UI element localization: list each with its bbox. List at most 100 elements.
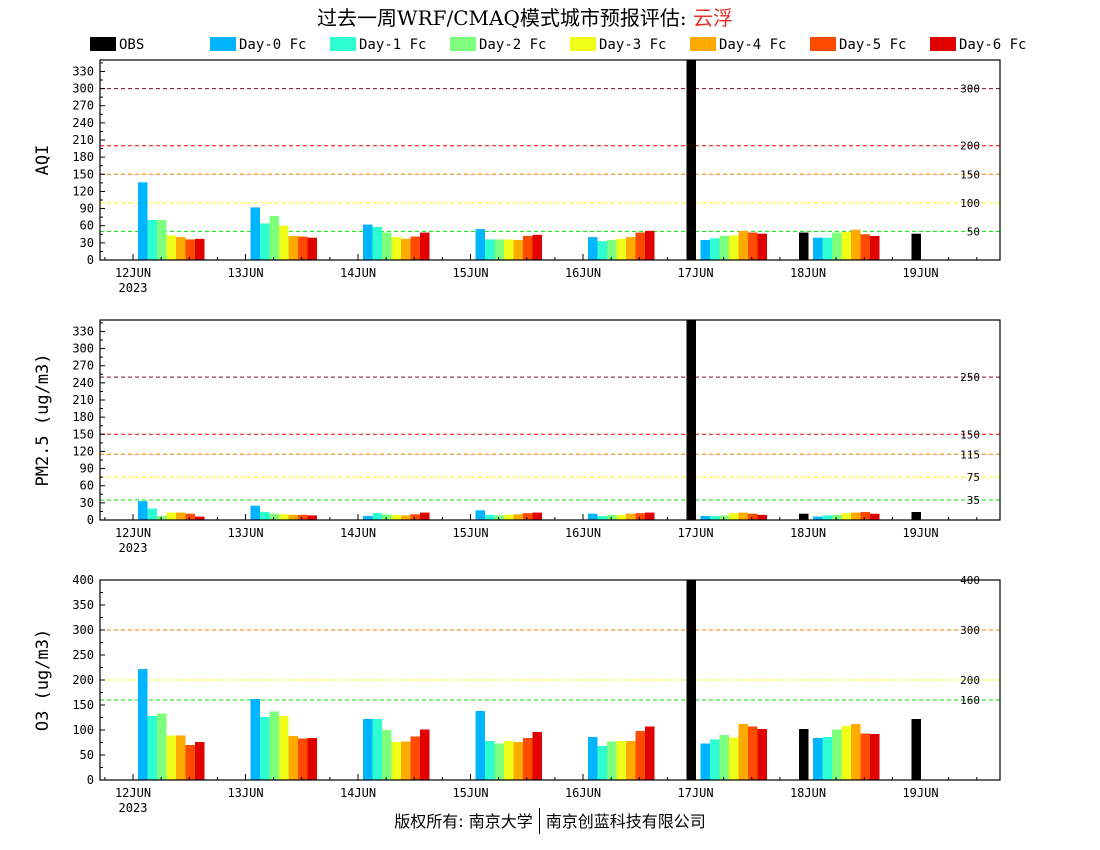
bar-2-5-5 [738, 724, 748, 780]
bar-2-5-3 [513, 742, 523, 780]
bar-0-6-0 [185, 239, 195, 260]
bar-0-7-6 [870, 236, 880, 260]
y-axis-title-1: PM2.5 (ug/m3) [33, 353, 53, 486]
bar-1-3-1 [269, 513, 279, 520]
bar-1-7-5 [757, 514, 767, 520]
bar-1-4-2 [391, 514, 401, 520]
legend-label-6: Day-5 Fc [839, 37, 906, 53]
bar-0-4-1 [279, 225, 289, 260]
bar-2-0-7 [911, 719, 921, 780]
bar-2-6-3 [523, 738, 533, 780]
bar-1-4-1 [279, 514, 289, 520]
bar-0-7-0 [195, 238, 205, 260]
bar-0-5-2 [401, 238, 411, 260]
bar-2-4-1 [279, 716, 289, 780]
bar-1-3-0 [157, 516, 167, 520]
x-tick-label-1-6: 18JUN [790, 526, 826, 540]
legend-label-2: Day-1 Fc [359, 37, 426, 53]
y-tick-label-2-1: 50 [80, 748, 94, 762]
bar-1-6-4 [635, 513, 645, 520]
x-tick-label-1-1: 13JUN [227, 526, 263, 540]
bar-0-2-4 [597, 241, 607, 260]
bar-0-2-1 [260, 223, 270, 260]
bar-2-2-3 [485, 741, 495, 780]
x-tick-label-0-2: 14JUN [340, 266, 376, 280]
bar-2-3-1 [269, 711, 279, 780]
x-tick-label-1-4: 16JUN [565, 526, 601, 540]
bar-2-1-0 [138, 669, 148, 780]
y-axis-title-0: AQI [33, 145, 53, 176]
bar-2-6-4 [635, 731, 645, 780]
bar-2-2-0 [147, 716, 157, 780]
threshold-label-0-3: 100 [960, 197, 980, 210]
y-tick-label-1-6: 180 [72, 410, 94, 424]
y-tick-label-1-9: 270 [72, 359, 94, 373]
x-tick-label-0-3: 15JUN [452, 266, 488, 280]
legend-swatch-7 [930, 37, 956, 51]
bar-0-0-5 [686, 60, 696, 260]
x-tick-label-1-2: 14JUN [340, 526, 376, 540]
x-tick-label-2-5: 17JUN [677, 786, 713, 800]
bar-1-2-5 [710, 516, 720, 520]
bar-0-1-3 [475, 229, 485, 260]
bar-2-4-4 [616, 741, 626, 780]
copyright-left: 版权所有: 南京大学 [394, 812, 533, 831]
bar-1-3-3 [494, 515, 504, 520]
y-tick-label-0-4: 120 [72, 184, 94, 198]
y-axis-title-2: O3 (ug/m3) [33, 629, 53, 731]
x-tick-label-2-4: 16JUN [565, 786, 601, 800]
legend-swatch-5 [690, 37, 716, 51]
bar-2-5-0 [176, 735, 186, 780]
panel-frame-1 [99, 319, 1001, 521]
bar-2-7-3 [532, 732, 542, 780]
y-tick-label-2-6: 300 [72, 623, 94, 637]
bar-1-0-5 [686, 320, 696, 520]
bar-1-7-2 [420, 512, 430, 520]
bar-0-3-4 [607, 240, 617, 260]
bar-2-3-2 [382, 730, 392, 780]
bar-1-1-0 [138, 501, 148, 520]
bar-2-5-1 [288, 736, 298, 780]
bar-0-5-5 [738, 230, 748, 260]
bar-1-3-5 [719, 515, 729, 520]
x-tick-label-0-4: 16JUN [565, 266, 601, 280]
threshold-label-2-2: 200 [960, 674, 980, 687]
y-tick-label-1-5: 150 [72, 427, 94, 441]
x-tick-label-2-7: 19JUN [902, 786, 938, 800]
bar-0-4-4 [616, 238, 626, 260]
legend-label-1: Day-0 Fc [239, 37, 306, 53]
x-tick-label-2-2: 14JUN [340, 786, 376, 800]
bar-2-0-5 [686, 580, 696, 780]
bar-2-1-6 [813, 738, 823, 780]
chart-title: 过去一周WRF/CMAQ模式城市预报评估: 云浮 [0, 2, 1050, 31]
x-tick-label-0-1: 13JUN [227, 266, 263, 280]
bar-0-5-0 [176, 237, 186, 260]
legend-label-5: Day-4 Fc [719, 37, 786, 53]
bar-0-7-2 [420, 232, 430, 260]
bar-2-5-4 [626, 741, 636, 780]
legend-label-4: Day-3 Fc [599, 37, 666, 53]
bar-0-7-3 [532, 234, 542, 260]
bar-1-5-0 [176, 512, 186, 520]
bar-1-7-3 [532, 512, 542, 520]
bar-0-3-6 [832, 232, 842, 260]
bar-1-6-1 [298, 514, 308, 520]
bar-0-3-3 [494, 239, 504, 260]
bar-0-2-0 [147, 220, 157, 260]
bar-0-1-0 [138, 182, 148, 260]
y-tick-label-2-3: 150 [72, 698, 94, 712]
bar-0-1-4 [588, 237, 598, 260]
bar-2-7-5 [757, 729, 767, 780]
x-year-label-2: 2023 [119, 801, 148, 815]
bar-0-2-5 [710, 238, 720, 260]
bar-1-4-3 [504, 514, 514, 520]
bar-1-7-6 [870, 513, 880, 520]
bar-2-2-6 [822, 737, 832, 780]
bar-2-1-5 [700, 743, 710, 780]
bar-0-1-2 [363, 224, 373, 260]
bar-1-6-3 [523, 513, 533, 520]
y-tick-label-1-10: 300 [72, 342, 94, 356]
bar-2-4-0 [166, 735, 176, 780]
bar-2-4-5 [729, 737, 739, 780]
bar-0-4-3 [504, 239, 514, 260]
